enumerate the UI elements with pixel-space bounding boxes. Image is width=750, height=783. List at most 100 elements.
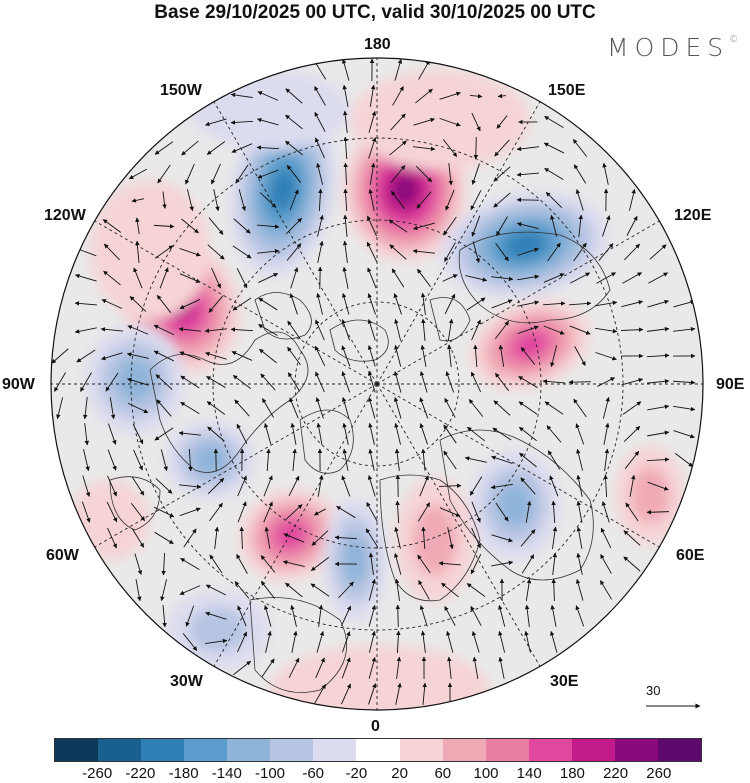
- wind-arrow: [420, 344, 427, 367]
- lon-label-120w: 120W: [44, 207, 86, 224]
- wind-arrow: [672, 380, 696, 385]
- wind-arrow: [545, 191, 563, 209]
- wind-arrow: [391, 190, 405, 210]
- wind-arrow: [422, 682, 427, 705]
- wind-arrow: [109, 397, 116, 420]
- wind-arrow: [157, 164, 171, 184]
- wind-arrow: [552, 526, 558, 549]
- wind-arrow: [128, 168, 147, 180]
- wind-arrow: [439, 507, 461, 517]
- wind-arrow: [51, 348, 69, 364]
- wind-arrow: [542, 379, 565, 384]
- wind-arrow: [599, 580, 613, 600]
- wind-arrow: [471, 527, 481, 549]
- wind-arrow: [367, 267, 377, 289]
- wind-arrow: [234, 399, 250, 417]
- wind-arrow: [392, 86, 404, 106]
- wind-arrow: [341, 292, 350, 315]
- wind-arrow: [179, 507, 201, 517]
- wind-arrow: [341, 58, 350, 81]
- lon-label-150w: 150W: [160, 82, 202, 99]
- wind-arrow: [471, 631, 480, 653]
- anomaly-contour-fill: [192, 444, 228, 476]
- wind-arrow: [82, 397, 88, 420]
- wind-arrow: [646, 457, 670, 462]
- wind-arrow: [341, 345, 351, 367]
- colorbar-swatch: [184, 739, 228, 761]
- wind-arrow: [524, 604, 530, 627]
- wind-arrow: [447, 527, 454, 550]
- wind-arrow: [237, 475, 247, 497]
- wind-arrow: [574, 346, 586, 367]
- wind-arrow: [544, 116, 564, 128]
- wind-arrow: [447, 656, 452, 679]
- colorbar-tick-label: 60: [434, 765, 452, 782]
- wind-arrow: [154, 141, 174, 155]
- wind-arrow: [575, 423, 585, 445]
- wind-arrow: [568, 379, 592, 385]
- anomaly-contour-fill: [190, 70, 350, 150]
- lon-label-90e: 90E: [716, 376, 745, 393]
- wind-arrow: [390, 165, 406, 183]
- wind-arrow: [550, 604, 557, 627]
- wind-arrow: [162, 191, 167, 209]
- colorbar-swatch: [657, 739, 701, 761]
- wind-arrow: [519, 452, 537, 468]
- wind-arrow: [470, 553, 482, 575]
- wind-arrow: [102, 219, 122, 233]
- wind-arrow: [470, 605, 482, 626]
- wind-arrow: [444, 242, 456, 262]
- wind-arrow: [447, 344, 452, 367]
- wind-arrow: [206, 401, 226, 415]
- anomaly-contour-fill: [392, 175, 418, 205]
- wind-arrow: [498, 630, 506, 653]
- wind-arrow: [543, 273, 565, 283]
- wind-arrow: [395, 500, 400, 524]
- wind-arrow: [570, 272, 591, 284]
- wind-arrow: [412, 222, 435, 231]
- wind-arrow: [341, 657, 351, 679]
- wind-arrow: [444, 293, 456, 315]
- wind-arrow: [546, 425, 562, 443]
- wind-arrow: [315, 397, 324, 419]
- wind-arrow: [648, 272, 669, 284]
- wind-arrow: [208, 217, 224, 235]
- wind-arrow: [232, 297, 252, 311]
- wind-arrow: [518, 376, 538, 388]
- wind-arrow: [155, 374, 173, 390]
- wind-arrow: [205, 638, 228, 645]
- wind-arrow: [161, 552, 166, 576]
- colorbar-tick-label: 260: [646, 765, 672, 782]
- wind-arrow: [342, 266, 349, 289]
- wind-arrow: [624, 450, 640, 469]
- wind-arrow: [471, 501, 481, 523]
- wind-arrow: [466, 426, 485, 442]
- anomaly-contour-fill: [350, 70, 530, 170]
- wind-arrow: [421, 448, 426, 471]
- wind-arrow: [103, 270, 121, 286]
- wind-arrow: [181, 140, 199, 156]
- wind-arrow: [153, 350, 175, 362]
- wind-arrow: [551, 578, 556, 602]
- wind-arrow: [179, 247, 201, 257]
- wind-arrow: [517, 274, 540, 281]
- wind-arrow: [265, 630, 272, 653]
- wind-arrow: [367, 215, 377, 237]
- wind-arrow: [469, 93, 483, 99]
- wind-arrow: [595, 327, 618, 334]
- wind-arrow: [285, 582, 303, 598]
- wind-arrow: [74, 327, 97, 334]
- wind-arrow: [263, 422, 272, 445]
- wind-arrow: [629, 474, 636, 497]
- wind-arrow: [211, 267, 221, 289]
- wind-arrow: [367, 345, 376, 367]
- wind-arrow: [178, 327, 201, 332]
- wind-arrow: [107, 475, 117, 497]
- wind-arrow: [517, 325, 539, 335]
- wind-arrow: [101, 299, 123, 309]
- wind-arrow: [421, 526, 426, 550]
- wind-arrow: [316, 630, 325, 653]
- wind-arrow: [81, 501, 91, 523]
- wind-arrow: [285, 114, 303, 130]
- wind-arrow: [393, 396, 402, 419]
